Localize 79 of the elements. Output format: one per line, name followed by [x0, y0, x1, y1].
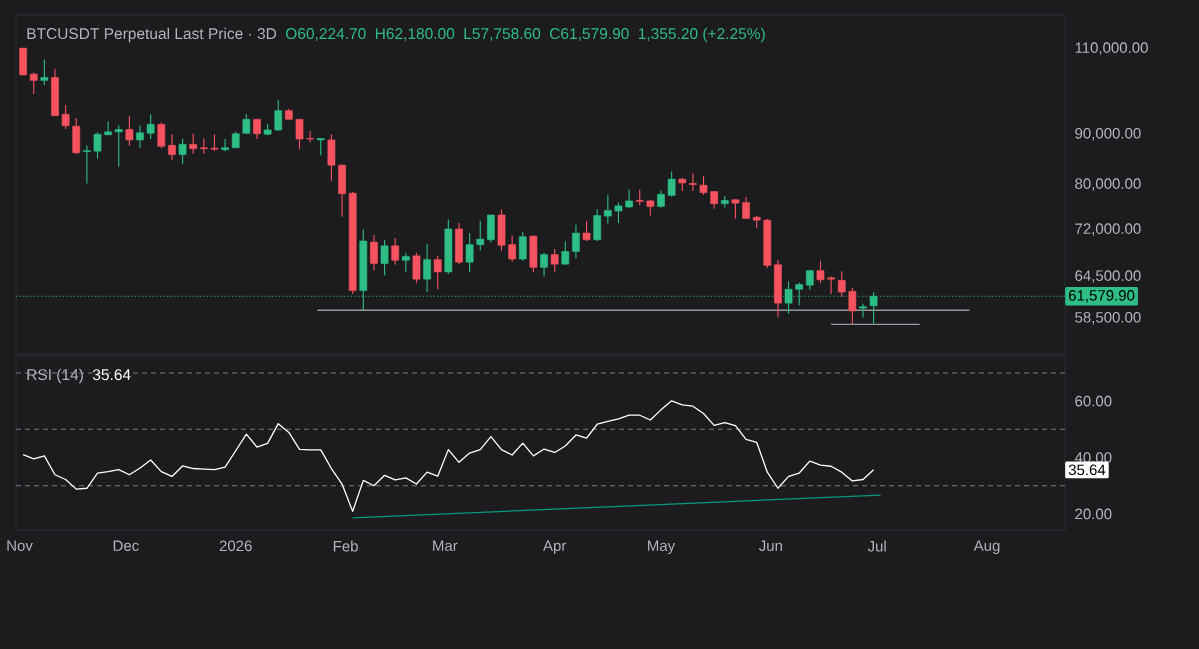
- candlestick: [731, 198, 740, 219]
- candlestick: [189, 133, 198, 155]
- annotation: O60,224.70: [286, 28, 366, 41]
- y-tick-label: 58,500.00: [1075, 312, 1141, 325]
- candlestick: [242, 113, 251, 135]
- candlestick: [433, 255, 442, 290]
- candlestick: [274, 99, 283, 132]
- candlestick: [93, 131, 102, 160]
- candlestick: [859, 303, 867, 319]
- candlestick: [689, 172, 697, 192]
- annotation: L57,758.60: [464, 28, 541, 41]
- candlestick: [582, 220, 591, 242]
- line-series: [22, 400, 875, 513]
- candlestick: [423, 243, 431, 293]
- candlestick: [550, 248, 559, 273]
- candlestick: [401, 252, 410, 273]
- y-tick-label: 20.00: [1075, 508, 1112, 520]
- candlestick: [412, 252, 421, 284]
- candlestick: [125, 115, 134, 147]
- candlestick: [465, 232, 474, 273]
- candlestick: [29, 71, 38, 95]
- x-tick-label: Jul: [867, 540, 886, 552]
- x-tick-label: Feb: [333, 540, 358, 552]
- ref-line-label: 61,579.90: [1068, 290, 1135, 303]
- x-tick-label: Apr: [543, 540, 567, 554]
- annotation: 1,355.20 (+2.25%): [638, 27, 765, 43]
- candlestick: [603, 194, 612, 225]
- annotation: H62,180.00: [375, 28, 455, 41]
- candlestick: [178, 137, 187, 165]
- candlestick: [827, 275, 835, 295]
- candlestick: [540, 252, 548, 278]
- candlestick: [837, 270, 846, 298]
- candlestick: [168, 133, 176, 161]
- y-tick-label: 80,000.00: [1075, 178, 1141, 191]
- x-tick-label: Jun: [758, 540, 782, 551]
- candlestick: [221, 138, 229, 152]
- candlestick: [146, 113, 155, 140]
- text: BTCUSDT Perpetual Last Price · 3D: [27, 27, 277, 43]
- x-tick-label: Mar: [433, 540, 458, 551]
- candlestick: [253, 118, 261, 140]
- candlestick: [816, 260, 825, 284]
- y-tick-label: 64,500.00: [1075, 270, 1141, 283]
- candlestick: [295, 118, 304, 150]
- x-tick-label: Aug: [973, 540, 1000, 554]
- y-tick-label: 110,000.00: [1075, 42, 1148, 55]
- candlestick: [370, 234, 378, 272]
- text: RSI (14): [27, 368, 83, 384]
- candlestick: [157, 121, 166, 149]
- candlestick: [83, 145, 91, 184]
- candlestick: [61, 104, 70, 130]
- candlestick: [114, 124, 123, 168]
- candlestick: [518, 231, 527, 262]
- candlestick: [667, 170, 676, 198]
- candlestick: [476, 220, 485, 251]
- candlestick: [380, 239, 389, 276]
- candlestick: [614, 202, 623, 224]
- candlestick: [136, 124, 144, 149]
- annotation: C61,579.90: [549, 28, 629, 41]
- y-tick-label: 90,000.00: [1075, 128, 1141, 141]
- y-tick-label: 72,000.00: [1075, 223, 1141, 236]
- annotation: 35.64: [92, 369, 131, 381]
- candlestick: [699, 175, 708, 196]
- candlestick: [805, 270, 814, 291]
- y-tick-label: 60.00: [1075, 395, 1112, 407]
- candlestick: [306, 130, 314, 143]
- x-tick-label: Nov: [7, 540, 33, 551]
- candlestick: [104, 120, 112, 136]
- candlestick: [625, 188, 633, 209]
- candlestick: [508, 234, 516, 263]
- annotation: 35.64: [1068, 464, 1106, 476]
- candlestick: [561, 241, 570, 266]
- candlestick: [40, 58, 49, 86]
- x-tick-label: Dec: [113, 540, 139, 551]
- candlestick: [391, 237, 400, 266]
- candlestick: [869, 291, 878, 325]
- x-tick-label: 2026: [219, 540, 252, 552]
- candlestick: [848, 287, 857, 326]
- candlestick: [572, 224, 580, 259]
- x-tick-label: May: [648, 540, 676, 554]
